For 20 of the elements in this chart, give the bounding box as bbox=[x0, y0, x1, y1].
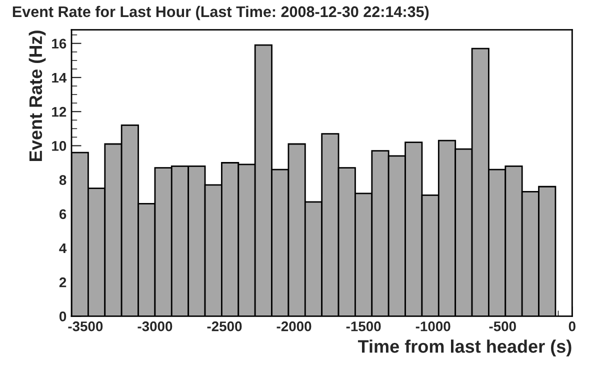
x-axis-title: Time from last header (s) bbox=[358, 340, 572, 356]
y-tick-label: 16 bbox=[52, 38, 66, 49]
y-tick-label: 4 bbox=[59, 243, 67, 254]
y-tick-label: 14 bbox=[52, 72, 67, 83]
y-tick-label: 0 bbox=[59, 312, 66, 322]
x-tick-label: -2500 bbox=[207, 321, 242, 332]
y-tick-label: 8 bbox=[59, 175, 66, 185]
x-tick-label: -500 bbox=[489, 321, 516, 332]
x-tick-label: -2000 bbox=[276, 321, 312, 332]
x-tick-label: -3500 bbox=[68, 321, 103, 332]
y-tick-label: 2 bbox=[59, 277, 66, 288]
x-tick-label: -1500 bbox=[346, 321, 381, 332]
y-tick-label: 10 bbox=[52, 141, 66, 151]
y-axis-title: Event Rate (Hz) bbox=[28, 30, 46, 161]
x-tick-label: 0 bbox=[568, 321, 576, 332]
chart-title: Event Rate for Last Hour (Last Time: 2008-12-30 22:14:35) bbox=[12, 6, 429, 20]
x-tick-label: -1000 bbox=[416, 321, 450, 332]
y-tick-label: 6 bbox=[59, 209, 66, 220]
x-tick-label: -3000 bbox=[138, 321, 172, 332]
y-tick-label: 12 bbox=[52, 106, 66, 117]
